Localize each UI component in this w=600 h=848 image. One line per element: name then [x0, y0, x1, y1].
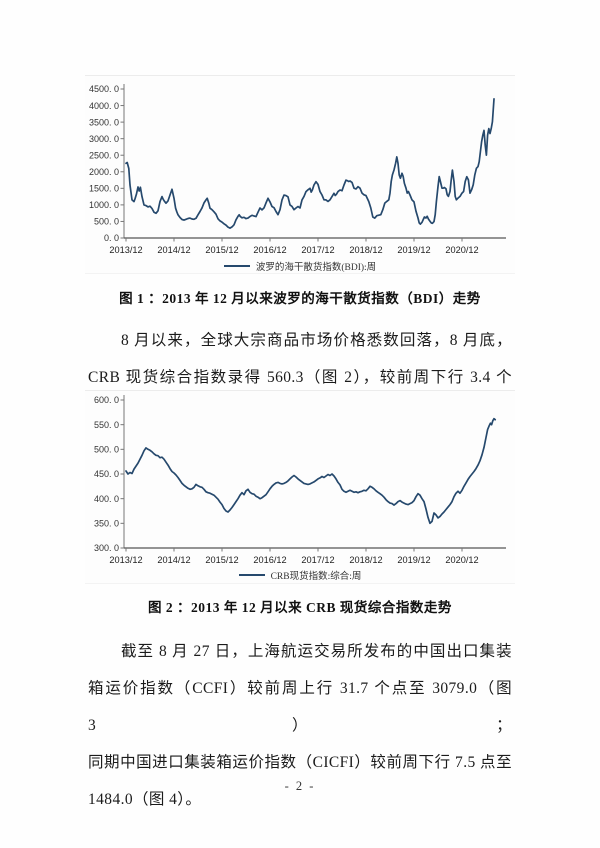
- figure-1-caption: 图 1 ：2013 年 12 月以来波罗的海干散货指数（BDI）走势: [119, 291, 481, 306]
- figure-1-legend: 波罗的海干散货指数(BDI):周: [85, 259, 515, 273]
- x-tick-label: 2016/12: [253, 245, 286, 255]
- y-tick-label: 400. 0: [94, 494, 119, 504]
- x-tick-label: 2020/12: [445, 555, 478, 565]
- paragraph-1-line-1: 8 月以来，全球大宗商品市场价格悉数回落，8 月底，: [121, 332, 512, 349]
- paragraph-2: 截至 8 月 27 日，上海航运交易所发布的中国出口集装 箱运价指数（CCFI）…: [88, 633, 512, 818]
- paragraph-2-line-4: 1484.0（图 4）。: [88, 791, 202, 808]
- x-tick-label: 2015/12: [205, 245, 238, 255]
- y-tick-label: 4000. 0: [89, 101, 119, 111]
- y-tick-label: 2500. 0: [89, 150, 119, 160]
- figure-2-crb-chart: 600. 0 550. 0 500. 0 450. 0 400. 0 350. 0 300.…: [85, 390, 515, 584]
- y-tick-label: 1000. 0: [89, 200, 119, 210]
- y-tick-label: 4500. 0: [89, 84, 119, 94]
- x-tick-label: 2019/12: [397, 245, 430, 255]
- bdi-weekly-chart-plot: 4500. 0 4000. 0 3500. 0 3000. 0 2500. 0 2000.…: [89, 84, 506, 255]
- x-tick-label: 2019/12: [397, 555, 430, 565]
- y-tick-label: 450. 0: [94, 469, 119, 479]
- y-tick-label: 350. 0: [94, 519, 119, 529]
- y-tick-label: 3500. 0: [89, 117, 119, 127]
- series-line: [125, 98, 495, 229]
- x-tick-label: 2017/12: [301, 555, 334, 565]
- x-tick-label: 2018/12: [349, 555, 382, 565]
- legend-label: CRB现货指数:综合:周: [270, 572, 362, 582]
- x-tick-label: 2013/12: [109, 245, 142, 255]
- y-tick-label: 600. 0: [94, 395, 119, 405]
- figure-2-caption: 图 2 ：2013 年 12 月以来 CRB 现货综合指数走势: [148, 600, 452, 615]
- x-tick-label: 2014/12: [157, 245, 190, 255]
- x-tick-label: 2018/12: [349, 245, 382, 255]
- legend-line-swatch: [238, 574, 265, 576]
- figure-1-bdi-chart: 4500. 0 4000. 0 3500. 0 3000. 0 2500. 0 2000.…: [85, 75, 515, 274]
- y-tick-label: 300. 0: [94, 543, 119, 553]
- x-tick-label: 2014/12: [157, 555, 190, 565]
- x-tick-label: 2020/12: [445, 245, 478, 255]
- x-tick-label: 2013/12: [109, 555, 142, 565]
- y-tick-label: 3000. 0: [89, 134, 119, 144]
- paragraph-2-line-3: 同期中国进口集装箱运价指数（CICFI）较前周下行 7.5 点至: [88, 754, 512, 771]
- x-tick-label: 2017/12: [301, 245, 334, 255]
- y-tick-label: 550. 0: [94, 420, 119, 430]
- crb-weekly-chart-plot: 600. 0 550. 0 500. 0 450. 0 400. 0 350. 0 300.…: [94, 395, 506, 565]
- y-tick-label: 500. 0: [94, 445, 119, 455]
- x-tick-label: 2016/12: [253, 555, 286, 565]
- paragraph-2-line-1: 截至 8 月 27 日，上海航运交易所发布的中国出口集装: [121, 643, 512, 660]
- y-tick-label: 1500. 0: [89, 184, 119, 194]
- figure-2-legend: CRB现货指数:综合:周: [85, 568, 515, 582]
- y-tick-label: 0. 0: [104, 233, 119, 243]
- y-tick-label: 2000. 0: [89, 167, 119, 177]
- legend-line-swatch: [223, 265, 250, 267]
- series-line: [125, 417, 497, 525]
- y-tick-label: 500. 0: [94, 217, 119, 227]
- paragraph-2-line-2: 箱运价指数（CCFI）较前周上行 31.7 个点至 3079.0（图 3）；: [88, 680, 512, 734]
- page-number: - 2 -: [284, 779, 316, 793]
- legend-label: 波罗的海干散货指数(BDI):周: [255, 263, 377, 273]
- x-tick-label: 2015/12: [205, 555, 238, 565]
